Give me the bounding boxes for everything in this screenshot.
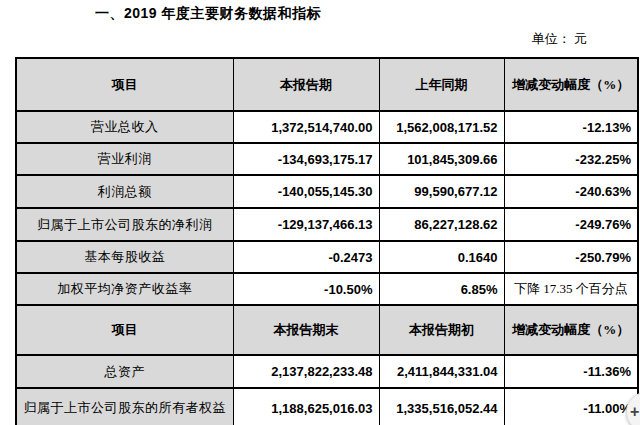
- header-change-percent: 增减变动幅度（%）: [504, 58, 638, 111]
- table-header-row-section1: 项目 本报告期 上年同期 增减变动幅度（%）: [16, 58, 638, 111]
- change-cell: -240.63%: [504, 175, 638, 208]
- table-header-row-section2: 项目 本报告期末 本报告期初 增减变动幅度（%）: [16, 305, 638, 355]
- header-period-start: 本报告期初: [379, 305, 504, 355]
- change-cell: -11.00%: [504, 388, 638, 425]
- item-label-cell: 营业总收入: [16, 111, 233, 143]
- current-period-cell: -134,693,175.17: [233, 143, 379, 175]
- current-period-cell: -129,137,466.13: [233, 208, 379, 241]
- change-cell: -12.13%: [504, 111, 638, 143]
- header-item: 项目: [16, 305, 233, 355]
- prior-period-cell: 6.85%: [379, 273, 504, 305]
- period-start-cell: 1,335,516,052.44: [379, 388, 504, 425]
- table-row: 归属于上市公司股东的所有者权益 1,188,625,016.03 1,335,5…: [16, 388, 638, 425]
- header-current-period: 本报告期: [233, 58, 379, 111]
- change-cell: -232.25%: [504, 143, 638, 175]
- change-cell: -250.79%: [504, 241, 638, 273]
- table-row: 利润总额 -140,055,145.30 99,590,677.12 -240.…: [16, 175, 638, 208]
- table-row: 营业利润 -134,693,175.17 101,845,309.66 -232…: [16, 143, 638, 175]
- header-prior-period: 上年同期: [379, 58, 504, 111]
- period-start-cell: 2,411,844,331.04: [379, 355, 504, 388]
- current-period-cell: -0.2473: [233, 241, 379, 273]
- item-label-cell: 归属于上市公司股东的净利润: [16, 208, 233, 241]
- item-label-cell: 营业利润: [16, 143, 233, 175]
- current-period-cell: 1,372,514,740.00: [233, 111, 379, 143]
- current-period-cell: -140,055,145.30: [233, 175, 379, 208]
- header-period-end: 本报告期末: [233, 305, 379, 355]
- table-row: 加权平均净资产收益率 -10.50% 6.85% 下降 17.35 个百分点: [16, 273, 638, 305]
- table-row: 营业总收入 1,372,514,740.00 1,562,008,171.52 …: [16, 111, 638, 143]
- prior-period-cell: 86,227,128.62: [379, 208, 504, 241]
- item-label-cell: 利润总额: [16, 175, 233, 208]
- change-note-cell: 下降 17.35 个百分点: [504, 273, 638, 305]
- prior-period-cell: 101,845,309.66: [379, 143, 504, 175]
- change-cell: -11.36%: [504, 355, 638, 388]
- header-change-percent: 增减变动幅度（%）: [504, 305, 638, 355]
- period-end-cell: 2,137,822,233.48: [233, 355, 379, 388]
- item-label-cell: 总资产: [16, 355, 233, 388]
- unit-label: 单位： 元: [532, 30, 587, 48]
- table-row: 基本每股收益 -0.2473 0.1640 -250.79%: [16, 241, 638, 273]
- document-page: { "page": { "title": "一、2019 年度主要财务数据和指标…: [0, 0, 640, 425]
- current-period-cell: -10.50%: [233, 273, 379, 305]
- change-cell: -249.76%: [504, 208, 638, 241]
- item-label-cell: 归属于上市公司股东的所有者权益: [16, 388, 233, 425]
- prior-period-cell: 0.1640: [379, 241, 504, 273]
- financial-data-table: 项目 本报告期 上年同期 增减变动幅度（%） 营业总收入 1,372,514,7…: [15, 57, 639, 425]
- prior-period-cell: 1,562,008,171.52: [379, 111, 504, 143]
- period-end-cell: 1,188,625,016.03: [233, 388, 379, 425]
- prior-period-cell: 99,590,677.12: [379, 175, 504, 208]
- item-label-cell: 加权平均净资产收益率: [16, 273, 233, 305]
- header-item: 项目: [16, 58, 233, 111]
- expand-icon: +: [630, 402, 639, 422]
- item-label-cell: 基本每股收益: [16, 241, 233, 273]
- page-title: 一、2019 年度主要财务数据和指标: [95, 5, 321, 23]
- table-row: 归属于上市公司股东的净利润 -129,137,466.13 86,227,128…: [16, 208, 638, 241]
- table-row: 总资产 2,137,822,233.48 2,411,844,331.04 -1…: [16, 355, 638, 388]
